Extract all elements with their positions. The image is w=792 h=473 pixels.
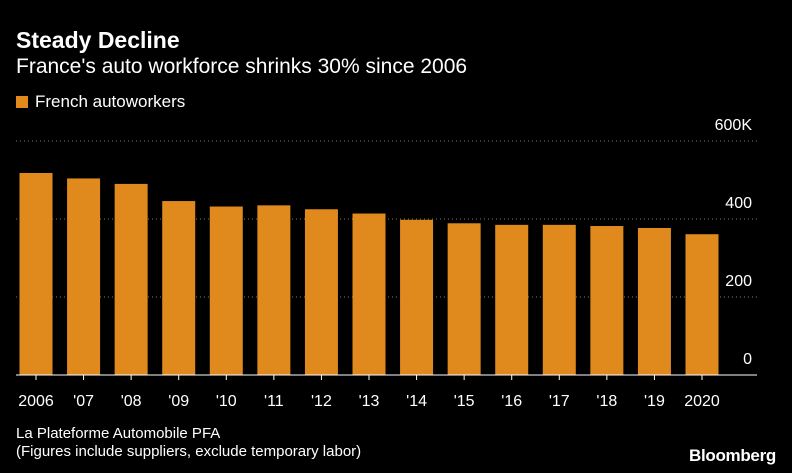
bar xyxy=(304,209,338,375)
bar xyxy=(209,206,243,375)
bar xyxy=(19,172,53,375)
y-tick-label: 0 xyxy=(743,351,752,368)
bar xyxy=(400,219,434,375)
x-tick-label: '17 xyxy=(549,393,570,410)
x-tick-label: '16 xyxy=(501,393,522,410)
bar xyxy=(67,178,101,375)
x-tick-label: '08 xyxy=(121,393,142,410)
bloomberg-logo: Bloomberg xyxy=(688,446,776,465)
chart-subtitle: France's auto workforce shrinks 30% sinc… xyxy=(16,55,468,78)
bar xyxy=(114,183,148,375)
source-note: La Plateforme Automobile PFA xyxy=(16,425,221,442)
bar xyxy=(352,213,386,375)
bar xyxy=(637,227,671,375)
x-tick-label: '15 xyxy=(454,393,475,410)
x-tick-label: '18 xyxy=(596,393,617,410)
bar xyxy=(495,224,529,375)
y-tick-label: 400 xyxy=(725,195,752,212)
bar xyxy=(162,201,196,375)
x-tick-label: '19 xyxy=(644,393,665,410)
y-tick-label: 600K xyxy=(715,117,753,134)
bar xyxy=(257,205,291,375)
legend-swatch xyxy=(16,96,28,108)
bar xyxy=(590,226,624,375)
x-tick-label: '13 xyxy=(359,393,380,410)
bar xyxy=(542,224,576,375)
footnote: (Figures include suppliers, exclude temp… xyxy=(16,443,362,460)
legend: French autoworkers xyxy=(16,92,185,112)
x-tick-label: '10 xyxy=(216,393,237,410)
x-tick-label: '07 xyxy=(73,393,94,410)
x-tick-label: '12 xyxy=(311,393,332,410)
x-tick-label: 2006 xyxy=(18,393,54,410)
x-tick-label: '09 xyxy=(168,393,189,410)
y-tick-label: 200 xyxy=(725,273,752,290)
x-tick-label: 2020 xyxy=(684,393,720,410)
bar xyxy=(685,234,719,375)
chart-title: Steady Decline xyxy=(16,27,180,53)
x-tick-label: '14 xyxy=(406,393,427,410)
legend-label: French autoworkers xyxy=(35,92,186,111)
x-tick-label: '11 xyxy=(264,393,284,410)
bar xyxy=(447,223,481,375)
